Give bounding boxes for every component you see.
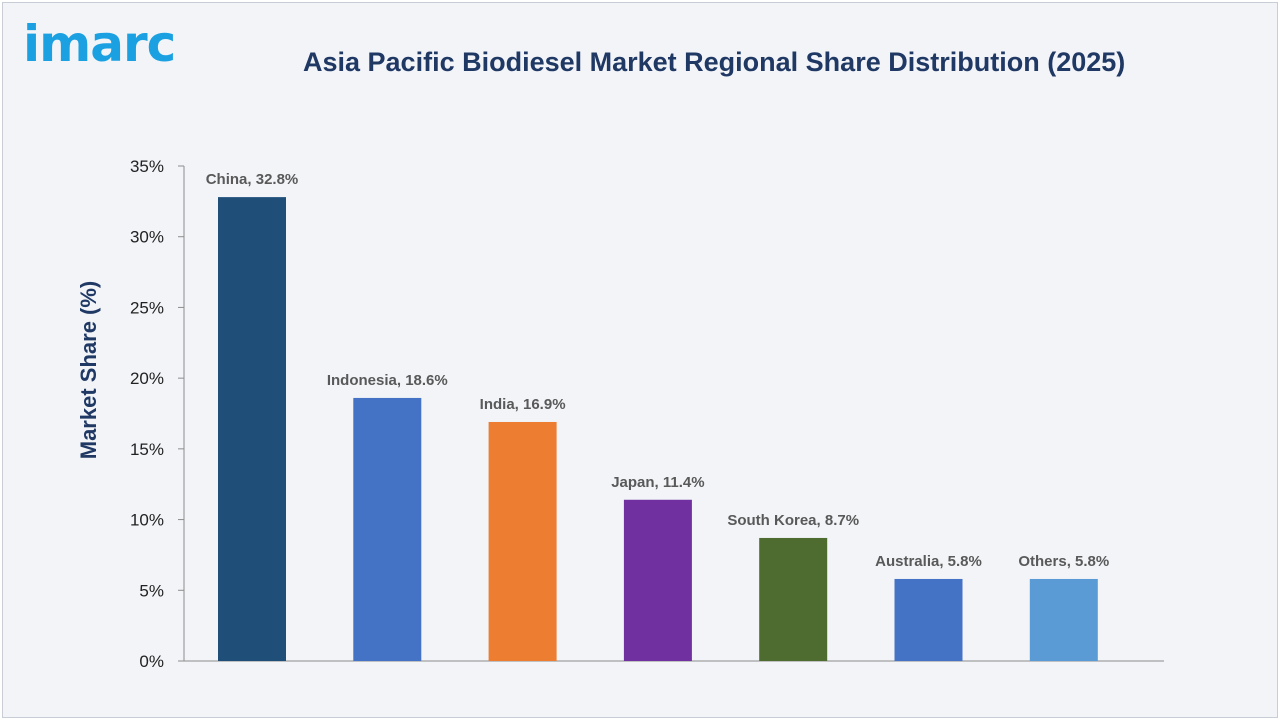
data-label-australia: Australia, 5.8% xyxy=(875,553,982,570)
bar-indonesia xyxy=(353,397,422,661)
bar-japan xyxy=(623,499,692,661)
y-tick-label: 20% xyxy=(130,369,164,388)
data-label-india: India, 16.9% xyxy=(480,396,566,413)
data-label-south-korea: South Korea, 8.7% xyxy=(727,512,859,529)
y-axis-label: Market Share (%) xyxy=(76,281,101,460)
data-label-indonesia: Indonesia, 18.6% xyxy=(327,372,448,389)
bar-others xyxy=(1029,578,1098,661)
y-tick-label: 15% xyxy=(130,440,164,459)
y-tick-label: 25% xyxy=(130,298,164,317)
bar-china xyxy=(218,197,286,661)
bar-south-korea xyxy=(759,537,828,661)
bar-india xyxy=(488,421,557,661)
imarc-logo: imarc xyxy=(23,15,176,73)
data-label-others: Others, 5.8% xyxy=(1018,553,1109,570)
y-tick-label: 35% xyxy=(130,157,164,176)
data-labels: China, 32.8% Indonesia, 18.6% India, 16.9%… xyxy=(206,171,1110,570)
y-tick-label: 10% xyxy=(130,511,164,530)
chart-title: Asia Pacific Biodiesel Market Regional S… xyxy=(303,47,1126,77)
y-tick-label: 0% xyxy=(139,652,164,671)
data-label-japan: Japan, 11.4% xyxy=(611,474,704,491)
bars xyxy=(218,197,1098,661)
y-tick-label: 5% xyxy=(139,581,164,600)
y-tick-label: 30% xyxy=(130,228,164,247)
bar-australia xyxy=(894,578,963,661)
data-label-china: China, 32.8% xyxy=(206,171,299,188)
y-ticks: 0% 5% 10% 15% 20% 25% 30% 35% xyxy=(130,157,184,671)
